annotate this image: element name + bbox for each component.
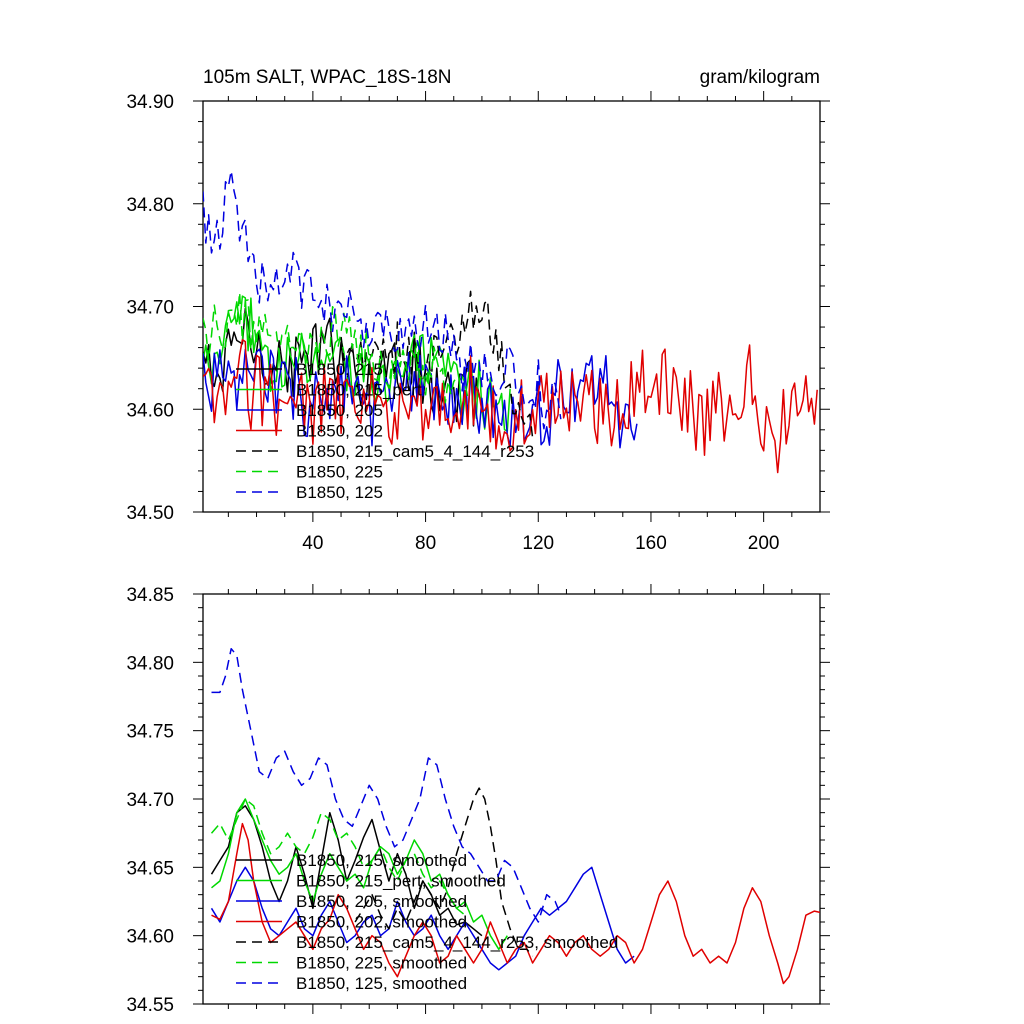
series-line-2	[210, 866, 635, 971]
y-tick-label: 34.55	[126, 995, 174, 1016]
x-tick-label: 80	[415, 533, 436, 554]
legend-label: B1850, 202, smoothed	[296, 913, 467, 932]
legend-label: B1850, 215_cam5_4_144_r253, smoothed	[296, 933, 618, 952]
panel-raw: 40 80 120 160 200 34.50 34.60 34.70 34.80 34.90 B1…	[126, 91, 830, 554]
legend-label: B1850, 205, smoothed	[296, 892, 467, 911]
legend-label: B1850, 125, smoothed	[296, 974, 467, 993]
y-tick-label: 34.75	[126, 722, 174, 743]
x-tick-label: 40	[302, 533, 323, 554]
series-line-4	[340, 290, 534, 438]
series-line-5	[203, 291, 469, 404]
series-line-3	[203, 338, 818, 474]
y-tick-label: 34.60	[126, 400, 174, 421]
legend-label: B1850, 215	[296, 360, 383, 379]
y-tick-label: 34.85	[126, 585, 174, 606]
series-line-5	[210, 798, 466, 916]
panel-smoothed: 34.55 34.60 34.65 34.70 34.75 34.80 34.85 B1850…	[126, 584, 830, 1016]
series-line-4	[354, 787, 534, 957]
x-tick-label: 160	[635, 533, 667, 554]
legend-label: B1850, 215_pert, smoothed	[296, 872, 506, 891]
plot-title: 105m SALT, WPAC_18S-18N	[203, 67, 452, 88]
y-tick-label: 34.80	[126, 653, 174, 674]
legend-label: B1850, 202	[296, 422, 383, 441]
legend-label: B1850, 215_pert	[296, 381, 422, 400]
legend-label: B1850, 225	[296, 463, 383, 482]
y-tick-label: 34.70	[126, 790, 174, 811]
legend-label: B1850, 205	[296, 401, 383, 420]
y-tick-label: 34.60	[126, 927, 174, 948]
legend-label: B1850, 125	[296, 483, 383, 502]
legend-label: B1850, 215_cam5_4_144_r253	[296, 442, 534, 461]
legend-label: B1850, 215, smoothed	[296, 851, 467, 870]
y-tick-label: 34.65	[126, 858, 174, 879]
y-tick-label: 34.50	[126, 503, 174, 524]
series-line-1	[203, 295, 511, 432]
y-tick-label: 34.70	[126, 298, 174, 319]
x-tick-label: 200	[748, 533, 780, 554]
series-line-1	[211, 798, 508, 951]
x-tick-label: 120	[522, 533, 554, 554]
y-tick-label: 34.90	[126, 92, 174, 113]
legend-label: B1850, 225, smoothed	[296, 954, 467, 973]
y-tick-label: 34.80	[126, 195, 174, 216]
series-line-2	[203, 348, 638, 449]
series-line-6	[211, 647, 562, 923]
plot-units: gram/kilogram	[700, 67, 820, 88]
series-line-3	[211, 822, 820, 985]
series-line-6	[203, 170, 562, 430]
